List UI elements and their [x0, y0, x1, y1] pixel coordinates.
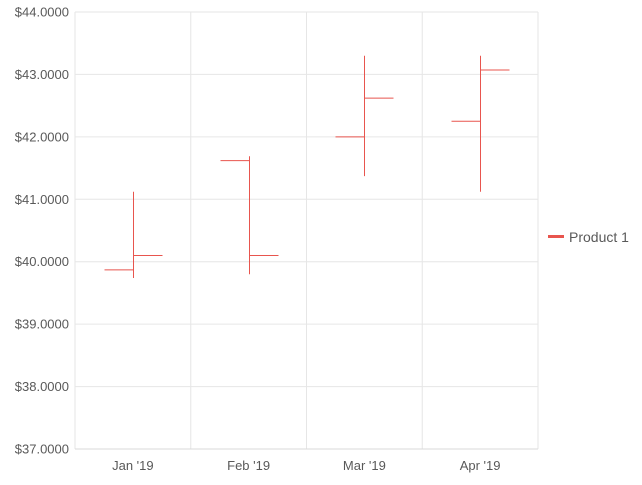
y-tick-label: $40.0000: [15, 254, 69, 269]
grid-layer: [74, 11, 539, 450]
ohlc-mark[interactable]: [104, 191, 163, 278]
axis-layer: $37.0000 $38.0000 $39.0000 $40.0000 $41.0000…: [15, 5, 538, 473]
ohlc-mark[interactable]: [451, 55, 510, 192]
y-tick-label: $43.0000: [15, 67, 69, 82]
ohlc-mark[interactable]: [335, 55, 394, 177]
legend[interactable]: Product 1: [548, 229, 629, 245]
legend-label: Product 1: [569, 229, 629, 245]
y-tick-label: $39.0000: [15, 317, 69, 332]
x-tick-label: Apr '19: [460, 458, 501, 473]
x-tick-label: Feb '19: [227, 458, 270, 473]
y-tick-label: $41.0000: [15, 192, 69, 207]
ohlc-mark[interactable]: [220, 156, 279, 275]
x-tick-label: Jan '19: [112, 458, 154, 473]
y-tick-label: $42.0000: [15, 129, 69, 144]
marks-layer: [104, 55, 510, 278]
legend-swatch: [548, 235, 564, 238]
y-tick-label: $37.0000: [15, 442, 69, 457]
x-tick-label: Mar '19: [343, 458, 386, 473]
y-tick-label: $44.0000: [15, 5, 69, 20]
y-tick-label: $38.0000: [15, 379, 69, 394]
